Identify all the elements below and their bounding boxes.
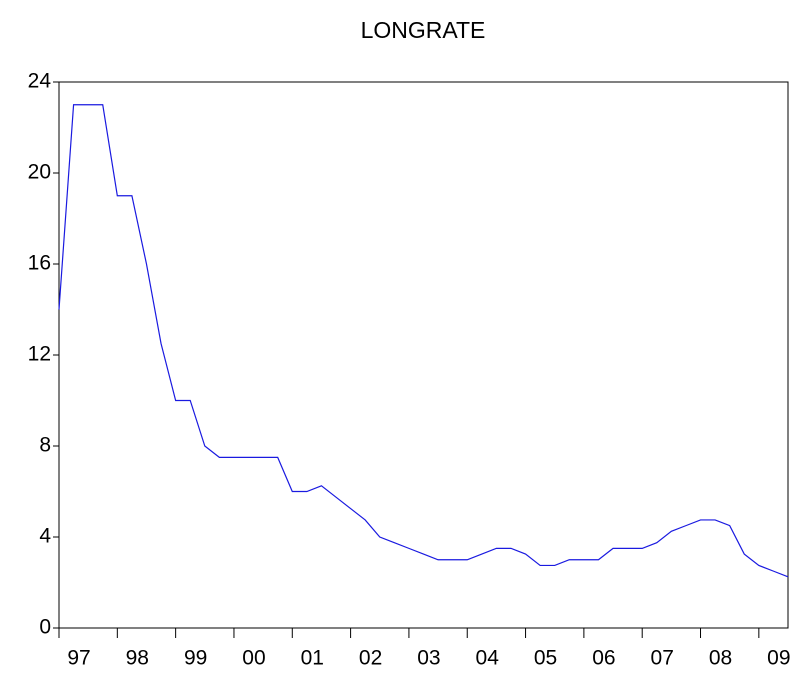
- x-tick-label: 04: [476, 647, 500, 670]
- x-tick-label: 98: [126, 647, 149, 670]
- x-tick-label: 02: [359, 647, 382, 670]
- chart-title: LONGRATE: [361, 17, 486, 43]
- y-tick-label: 20: [28, 161, 51, 184]
- y-tick-label: 16: [28, 252, 51, 275]
- line-series: [58, 104, 789, 578]
- x-tick-label: 99: [184, 647, 207, 670]
- x-tick-label: 00: [242, 647, 265, 670]
- y-tick-label: 0: [39, 616, 51, 639]
- y-tick-label: 8: [39, 434, 51, 457]
- x-tick-label: 01: [301, 647, 324, 670]
- x-tick-label: 07: [651, 647, 674, 670]
- y-tick-label: 12: [28, 343, 51, 366]
- y-tick-label: 24: [28, 70, 52, 93]
- y-tick-label: 4: [39, 525, 51, 548]
- x-tick-label: 08: [709, 647, 732, 670]
- x-tick-label: 05: [534, 647, 557, 670]
- x-tick-label: 06: [592, 647, 615, 670]
- plot-frame: [58, 81, 789, 629]
- x-tick-label: 09: [767, 647, 790, 670]
- x-tick-label: 97: [67, 647, 90, 670]
- x-tick-label: 03: [417, 647, 440, 670]
